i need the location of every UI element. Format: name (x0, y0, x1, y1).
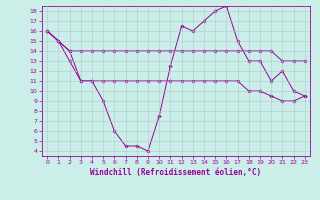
X-axis label: Windchill (Refroidissement éolien,°C): Windchill (Refroidissement éolien,°C) (91, 168, 261, 177)
